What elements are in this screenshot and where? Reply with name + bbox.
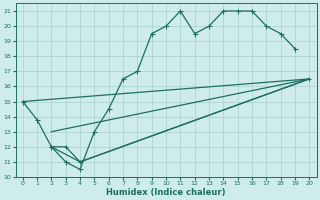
X-axis label: Humidex (Indice chaleur): Humidex (Indice chaleur) (106, 188, 226, 197)
